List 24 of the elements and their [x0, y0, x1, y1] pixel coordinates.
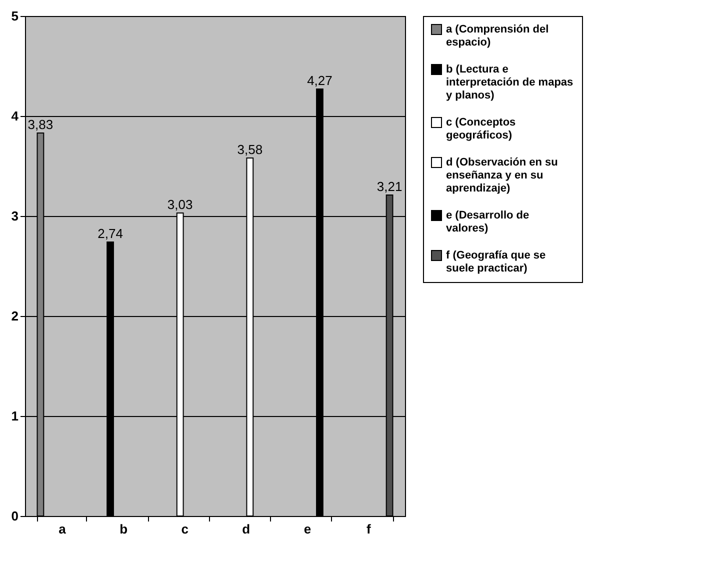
x-tick-label: d — [242, 522, 250, 536]
y-tick-label: 3 — [11, 208, 18, 224]
y-tick-label: 2 — [11, 308, 18, 324]
x-tick-label: c — [181, 522, 188, 536]
y-tick-label: 5 — [11, 8, 18, 24]
legend-label: e (Desarrollo de valores) — [446, 210, 530, 234]
data-label: 3,03 — [167, 197, 193, 212]
legend-label: d (Observación en su enseñanza y en su aprendizaje) — [446, 156, 558, 194]
y-tick-label: 4 — [11, 108, 20, 124]
x-tick-label: f — [366, 522, 372, 536]
legend-label: f (Geografía que se suele practicar) — [446, 250, 546, 274]
data-label: 3,83 — [28, 117, 54, 132]
legend-label: b (Lectura e interpretación de mapas y planos) — [446, 64, 574, 102]
y-tick-label: 1 — [11, 408, 18, 424]
legend-label: a (Comprensión del espacio) — [446, 24, 549, 48]
data-label: 4,27 — [307, 73, 332, 88]
y-tick-label: 0 — [11, 508, 18, 524]
x-tick-label: a — [58, 522, 67, 536]
data-label: 3,21 — [376, 179, 402, 194]
data-label: 2,74 — [98, 226, 123, 241]
x-tick-label: b — [120, 522, 128, 536]
legend-label: c (Conceptos geográficos) — [446, 116, 516, 142]
data-label: 3,58 — [237, 142, 263, 157]
x-tick-label: e — [304, 522, 312, 536]
